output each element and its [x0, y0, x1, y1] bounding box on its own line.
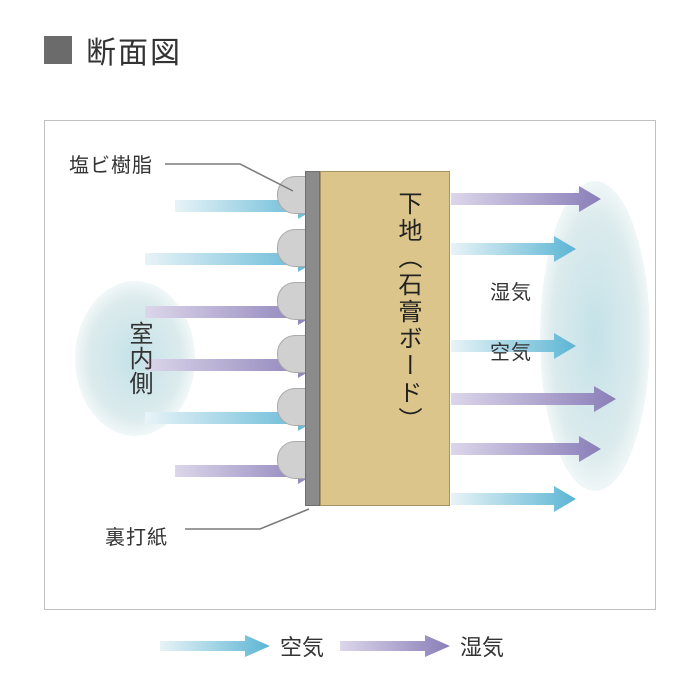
legend: 空気 湿気	[160, 630, 504, 662]
backing-leader	[45, 121, 345, 571]
air-arrow	[451, 486, 576, 512]
substrate-label: 下地（石膏ボード）	[390, 191, 425, 434]
legend-humidity-label: 湿気	[460, 630, 504, 662]
legend-air-arrow-icon	[160, 634, 270, 658]
legend-humidity-arrow-icon	[340, 634, 450, 658]
humidity-label-right: 湿気	[490, 276, 532, 305]
air-label-right: 空気	[490, 336, 532, 365]
legend-air-label: 空気	[280, 630, 324, 662]
title-bullet-square	[44, 36, 72, 64]
right-ellipse	[540, 181, 650, 491]
diagram-frame: 下地（石膏ボード） 塩ビ樹脂 室内側 裏打紙 湿気 空気	[44, 120, 656, 610]
legend-air: 空気	[160, 630, 324, 662]
legend-humidity: 湿気	[340, 630, 504, 662]
title-row: 断面図	[44, 28, 182, 72]
page-title: 断面図	[86, 28, 182, 72]
